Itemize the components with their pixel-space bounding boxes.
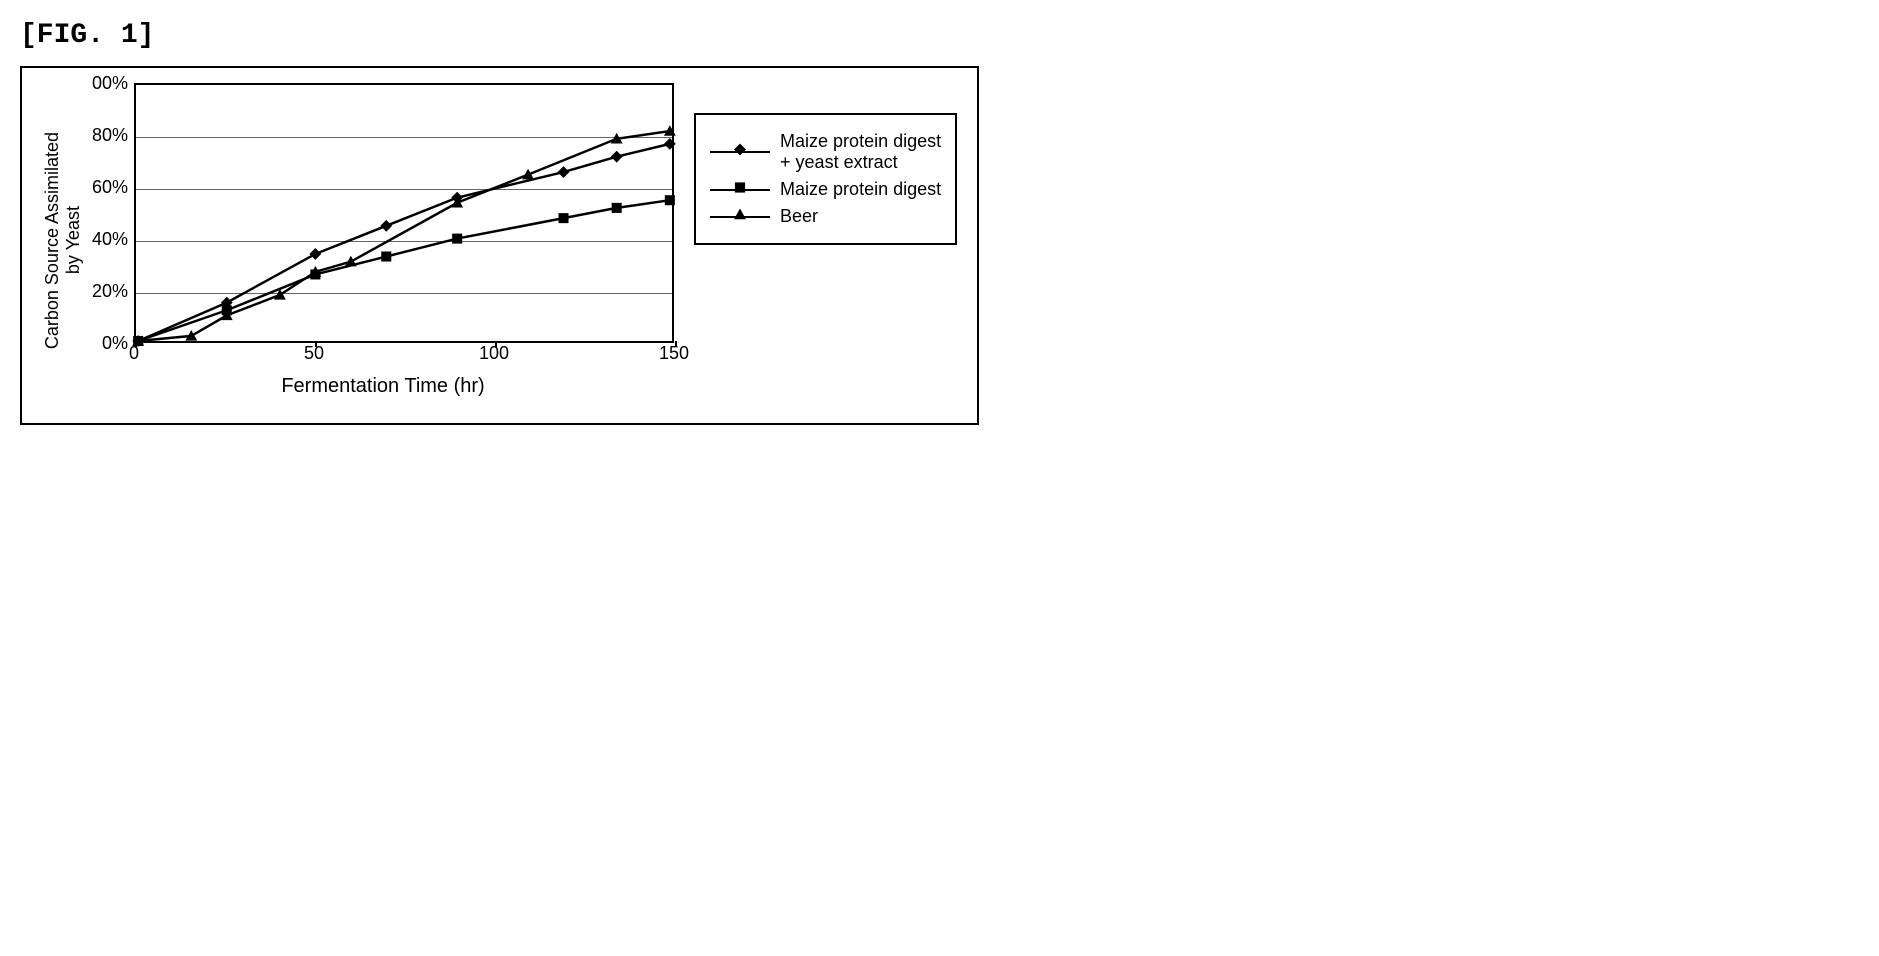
series-marker <box>611 151 623 163</box>
plot-row: 00%80%60%40%20%0% <box>92 83 674 343</box>
legend-marker <box>710 180 770 200</box>
series-marker <box>612 203 622 213</box>
series-marker <box>558 166 570 178</box>
plot-svg <box>136 85 672 341</box>
plot-area <box>134 83 674 343</box>
x-tick-label: 0 <box>129 343 139 364</box>
legend-label: Maize protein digest <box>780 179 941 200</box>
legend-marker <box>710 142 770 162</box>
figure-label: [FIG. 1] <box>20 20 1859 51</box>
gridline <box>136 293 672 294</box>
x-tick-label: 100 <box>479 343 509 364</box>
series-marker <box>665 195 675 205</box>
legend-label: Beer <box>780 206 818 227</box>
gridline <box>136 241 672 242</box>
series-line <box>138 144 670 341</box>
series-marker <box>310 248 322 260</box>
x-tick-labels: 050100150 <box>134 343 674 367</box>
legend-item: Maize protein digest+ yeast extract <box>710 131 941 173</box>
y-tick-labels: 00%80%60%40%20%0% <box>92 83 134 343</box>
chart-outer-border: Carbon Source Assimilatedby Yeast 00%80%… <box>20 66 979 425</box>
x-tick-label: 50 <box>304 343 324 364</box>
series-marker <box>380 220 392 232</box>
plot-with-x-axis: 00%80%60%40%20%0% 050100150 Fermentation… <box>92 83 674 398</box>
x-tick-label: 150 <box>659 343 689 364</box>
x-axis-label: Fermentation Time (hr) <box>92 375 674 398</box>
series-marker <box>452 234 462 244</box>
chart-container: Carbon Source Assimilatedby Yeast 00%80%… <box>42 83 957 398</box>
gridline <box>136 137 672 138</box>
series-marker <box>345 256 357 267</box>
gridline <box>136 189 672 190</box>
series-line <box>138 131 670 341</box>
chart-with-axes: Carbon Source Assimilatedby Yeast 00%80%… <box>42 83 674 398</box>
legend-label: Maize protein digest+ yeast extract <box>780 131 941 173</box>
series-marker <box>381 251 391 261</box>
series-marker <box>664 138 676 150</box>
legend-marker <box>710 207 770 227</box>
y-axis-label: Carbon Source Assimilatedby Yeast <box>42 132 84 349</box>
legend: Maize protein digest+ yeast extract Maize… <box>694 113 957 245</box>
legend-item: Maize protein digest <box>710 179 941 200</box>
legend-item: Beer <box>710 206 941 227</box>
series-marker <box>559 213 569 223</box>
